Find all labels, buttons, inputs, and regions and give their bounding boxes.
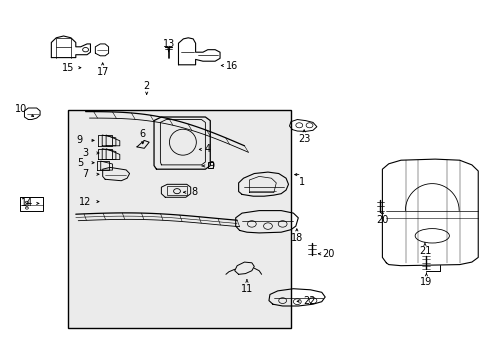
Bar [167, 186, 186, 195]
Text: 12: 12 [79, 197, 92, 207]
Text: 20: 20 [322, 249, 334, 259]
Text: 9: 9 [208, 161, 214, 171]
Text: 5: 5 [78, 158, 83, 168]
Text: 16: 16 [225, 60, 238, 71]
Text: 21: 21 [418, 246, 430, 256]
Text: 15: 15 [62, 63, 75, 73]
Text: 17: 17 [96, 67, 109, 77]
Text: 3: 3 [82, 148, 88, 158]
Text: 6: 6 [140, 129, 145, 139]
Text: 4: 4 [204, 144, 210, 154]
Text: 23: 23 [297, 134, 310, 144]
Bar [68, 110, 290, 328]
Text: 8: 8 [191, 187, 197, 197]
Text: 14: 14 [20, 198, 33, 208]
Text: 1: 1 [298, 177, 304, 187]
Text: 7: 7 [82, 169, 88, 179]
Text: 10: 10 [15, 104, 27, 114]
Text: 13: 13 [162, 39, 175, 49]
Text: 22: 22 [302, 296, 315, 306]
Text: 2: 2 [143, 81, 149, 91]
Text: 20: 20 [375, 215, 388, 225]
Text: 11: 11 [240, 284, 253, 294]
Text: 18: 18 [290, 233, 303, 243]
Bar [207, 162, 212, 168]
Text: 19: 19 [419, 276, 432, 287]
Text: 9: 9 [77, 135, 82, 145]
Bar [20, 197, 43, 211]
